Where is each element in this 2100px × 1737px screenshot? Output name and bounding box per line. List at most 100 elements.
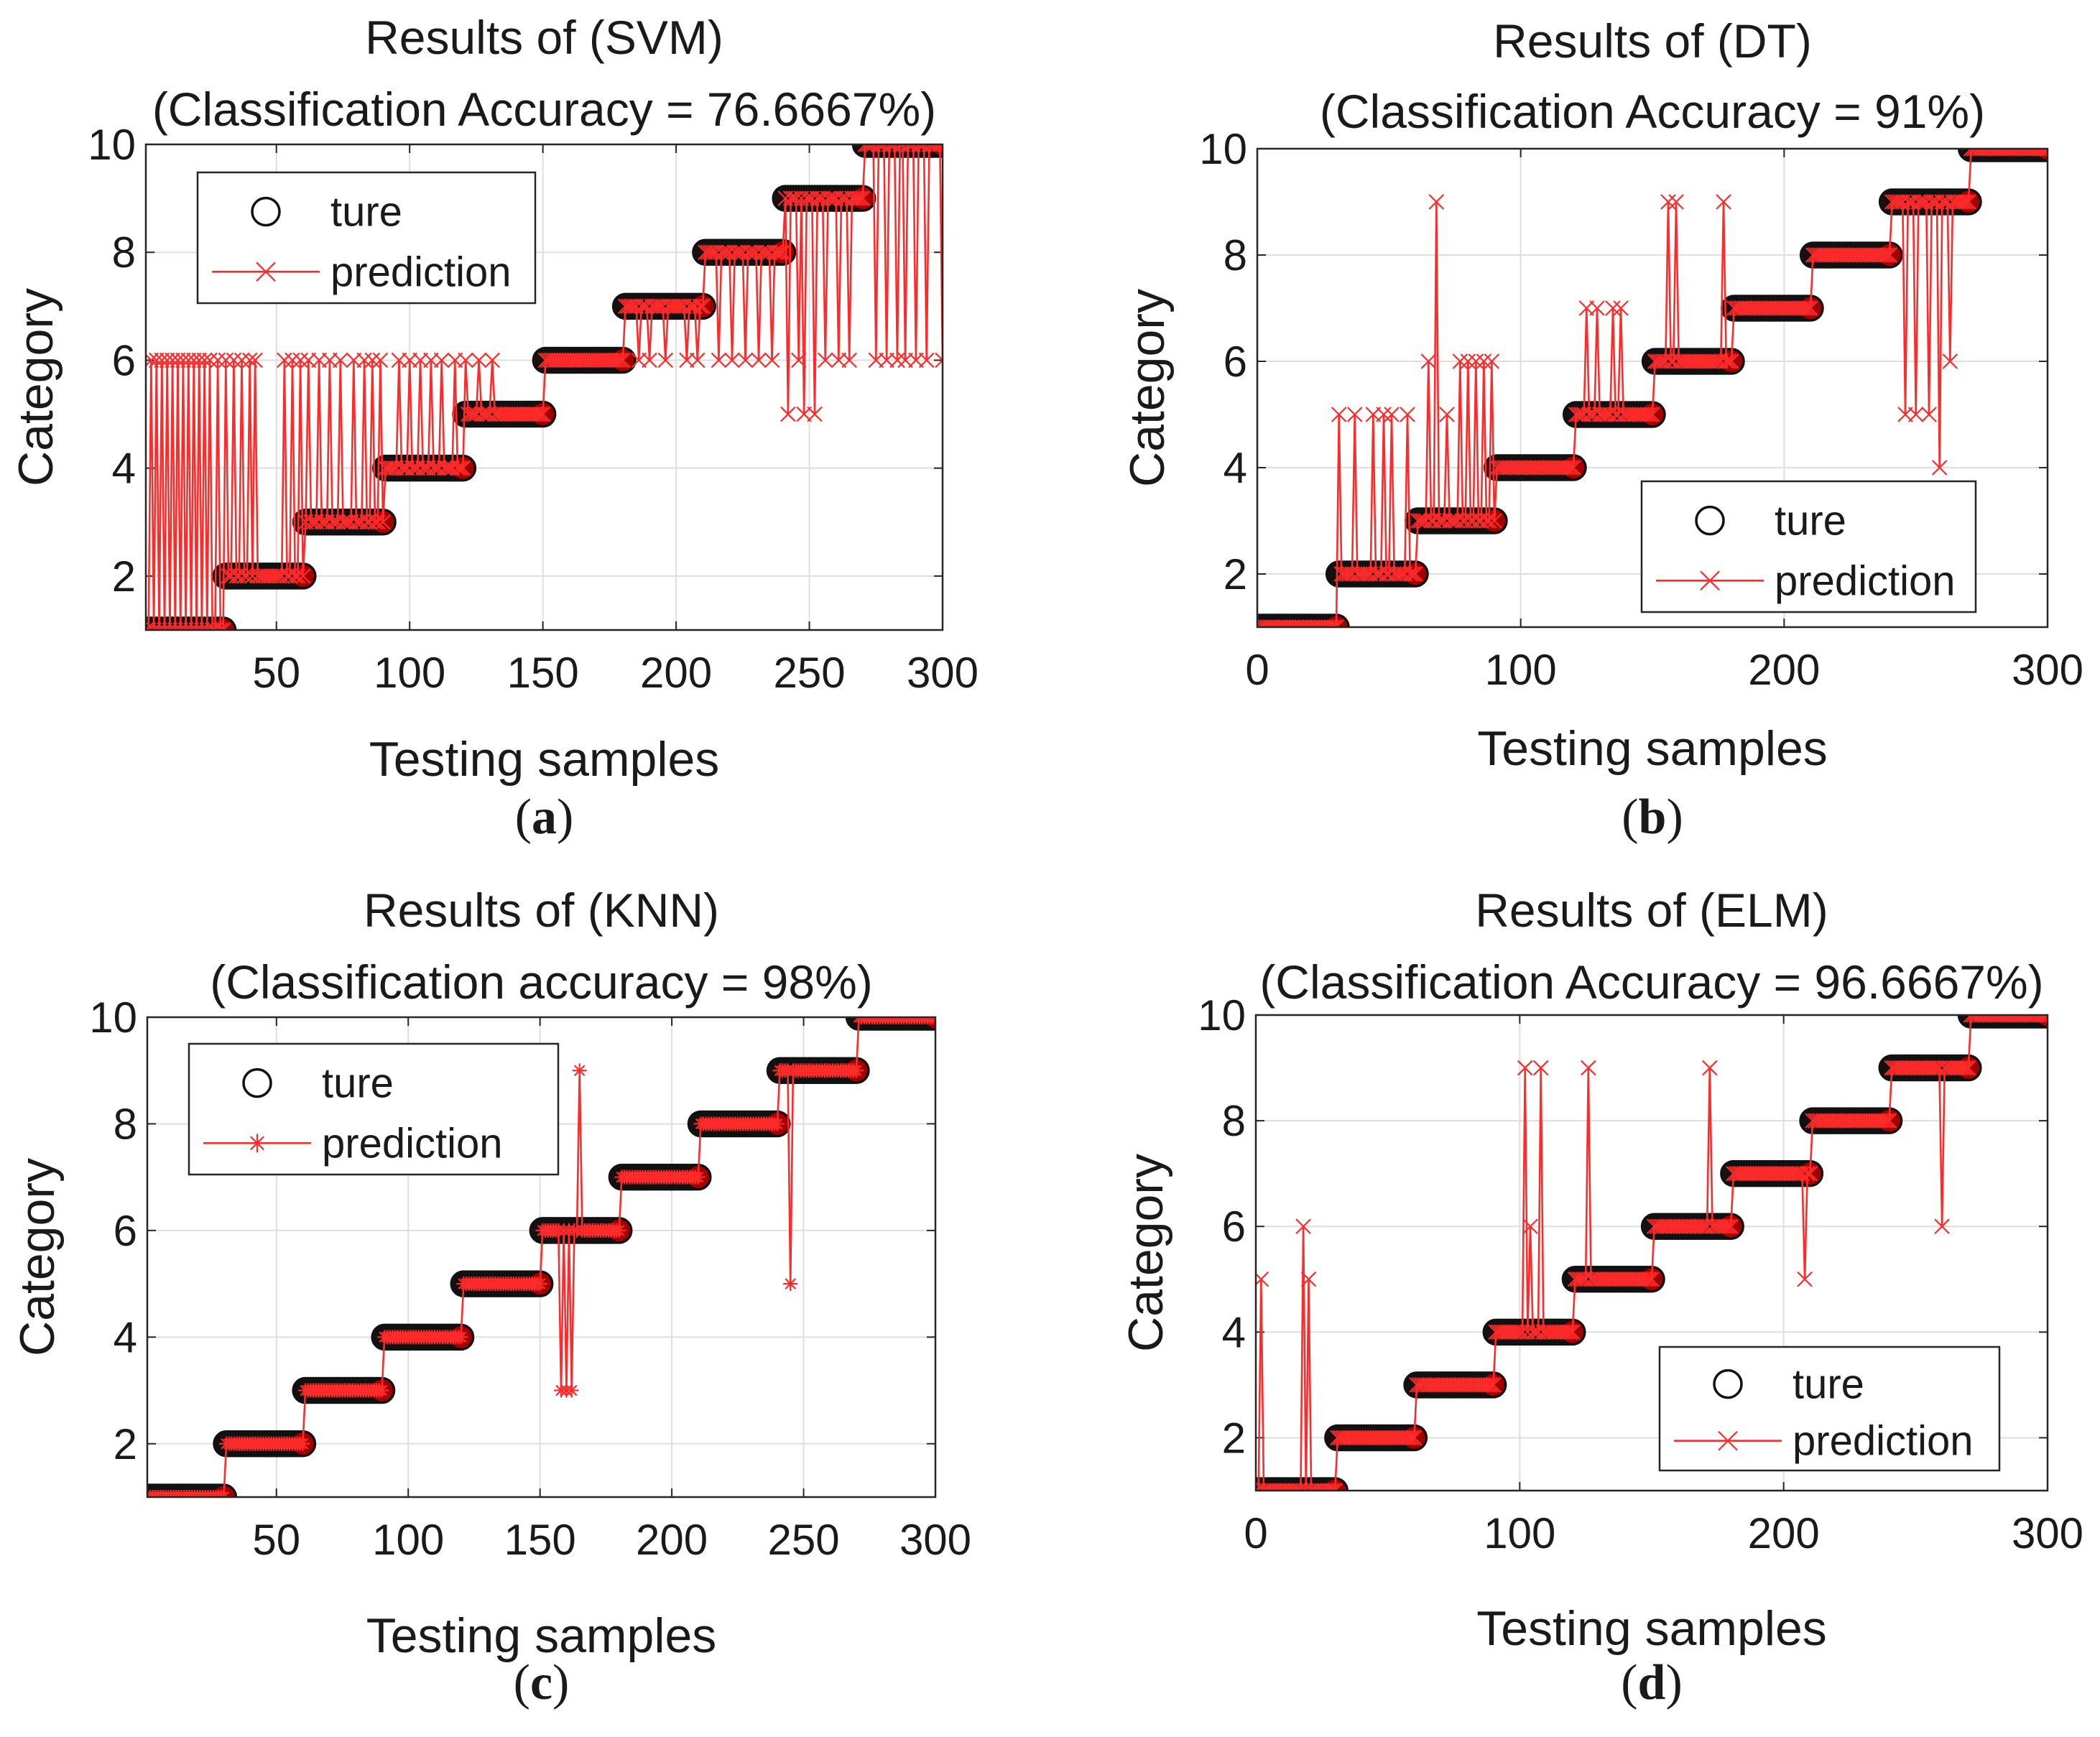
x-tick-label: 200	[1748, 646, 1820, 694]
prediction-point	[236, 568, 253, 584]
prediction-point	[527, 406, 543, 422]
prediction-point	[1319, 1483, 1335, 1491]
prediction-point	[1881, 1113, 1897, 1129]
prediction-point	[1636, 1272, 1652, 1287]
prediction-point	[1795, 300, 1810, 316]
prediction-point	[529, 406, 546, 422]
prediction-point	[932, 144, 943, 152]
prediction-point	[642, 352, 657, 369]
prediction-point	[1953, 1060, 1969, 1076]
prediction-point	[1517, 1060, 1533, 1076]
prediction-point	[1476, 353, 1492, 369]
x-axis-label: Testing samples	[366, 1608, 717, 1663]
prediction-point	[1721, 353, 1737, 369]
prediction-point	[1934, 1218, 1950, 1234]
prediction-point	[1373, 566, 1389, 582]
x-tick-label: 100	[374, 649, 445, 697]
y-tick-label: 8	[114, 1100, 137, 1148]
panel-label-letter: b	[1639, 789, 1667, 845]
prediction-point	[1428, 194, 1445, 210]
legend-circle-icon	[1695, 505, 1725, 536]
panel-label: (b)	[1622, 789, 1683, 845]
prediction-point	[1558, 460, 1573, 476]
prediction-point	[740, 244, 757, 260]
data-layer	[1257, 149, 2048, 627]
prediction-point	[620, 298, 637, 315]
panel-label-close: )	[557, 789, 573, 845]
panel-label: (d)	[1621, 1655, 1683, 1710]
prediction-point	[452, 460, 468, 476]
prediction-point	[292, 352, 308, 369]
y-tick-label: 4	[114, 1313, 137, 1361]
series-prediction-markers	[147, 1017, 935, 1497]
prediction-point	[1879, 1113, 1895, 1129]
prediction-point	[2032, 1015, 2048, 1023]
y-tick-label: 4	[1222, 1308, 1246, 1356]
prediction-point	[1602, 407, 1619, 422]
prediction-point	[689, 352, 706, 369]
prediction-point	[1420, 353, 1437, 369]
x-tick-label: 300	[899, 1516, 971, 1564]
legend-marker-icon	[1700, 570, 1720, 591]
series-prediction-markers	[1256, 1015, 2048, 1491]
prediction-point	[1691, 1218, 1707, 1234]
panel-label-close: )	[552, 1655, 569, 1710]
panel-label-close: )	[1666, 789, 1683, 845]
prediction-point	[215, 622, 231, 630]
chart-title-line2: (Classification Accuracy = 91%)	[1320, 85, 1985, 138]
prediction-point	[473, 406, 490, 422]
axes-frame	[1254, 1014, 2049, 1492]
prediction-point	[532, 1277, 547, 1292]
prediction-point	[790, 352, 807, 369]
prediction-point	[1716, 194, 1731, 210]
x-tick-label: 300	[907, 649, 979, 697]
prediction-point	[1336, 566, 1352, 582]
y-axis-label: Category	[1119, 1154, 1173, 1352]
prediction-point	[2032, 149, 2048, 157]
prediction-point	[1460, 353, 1476, 369]
y-tick-label: 6	[112, 336, 136, 384]
prediction-point	[1702, 1060, 1718, 1076]
prediction-point	[241, 352, 258, 369]
prediction-point	[1650, 353, 1666, 369]
prediction-point	[223, 568, 239, 584]
data-layer	[1256, 1015, 2048, 1491]
prediction-point	[356, 352, 372, 369]
prediction-point	[295, 1436, 310, 1451]
data-layer	[147, 1017, 935, 1497]
prediction-point	[1485, 1377, 1502, 1393]
prediction-point	[607, 352, 623, 369]
prediction-point	[1803, 300, 1818, 316]
y-tick-label: 10	[1199, 125, 1247, 173]
legend-box	[1640, 480, 1977, 613]
prediction-point	[282, 568, 298, 584]
legend-box	[196, 171, 537, 305]
prediction-point	[1641, 1272, 1657, 1287]
prediction-point	[1300, 1272, 1317, 1287]
prediction-point	[1724, 353, 1739, 369]
prediction-point	[1295, 1218, 1311, 1234]
x-tick-label: 250	[773, 649, 845, 697]
prediction-point	[924, 144, 940, 152]
prediction-point	[780, 406, 796, 422]
prediction-point	[532, 406, 548, 422]
prediction-point	[769, 1116, 785, 1131]
prediction-point	[1923, 1060, 1940, 1076]
prediction-point	[450, 460, 466, 476]
prediction-point	[726, 244, 743, 260]
prediction-point	[1660, 194, 1676, 210]
prediction-point	[854, 190, 871, 206]
panel-label-letter: a	[532, 789, 557, 845]
prediction-point	[846, 190, 863, 206]
prediction-point	[724, 352, 740, 369]
prediction-point	[1483, 1377, 1499, 1393]
prediction-point	[1346, 407, 1363, 422]
prediction-point	[1439, 407, 1455, 422]
prediction-point	[1797, 300, 1813, 316]
prediction-point	[1410, 513, 1426, 529]
prediction-point	[1644, 1272, 1660, 1287]
prediction-point	[695, 298, 711, 315]
prediction-point	[1331, 407, 1347, 422]
prediction-point	[820, 190, 836, 206]
prediction-point	[1955, 1060, 1971, 1076]
